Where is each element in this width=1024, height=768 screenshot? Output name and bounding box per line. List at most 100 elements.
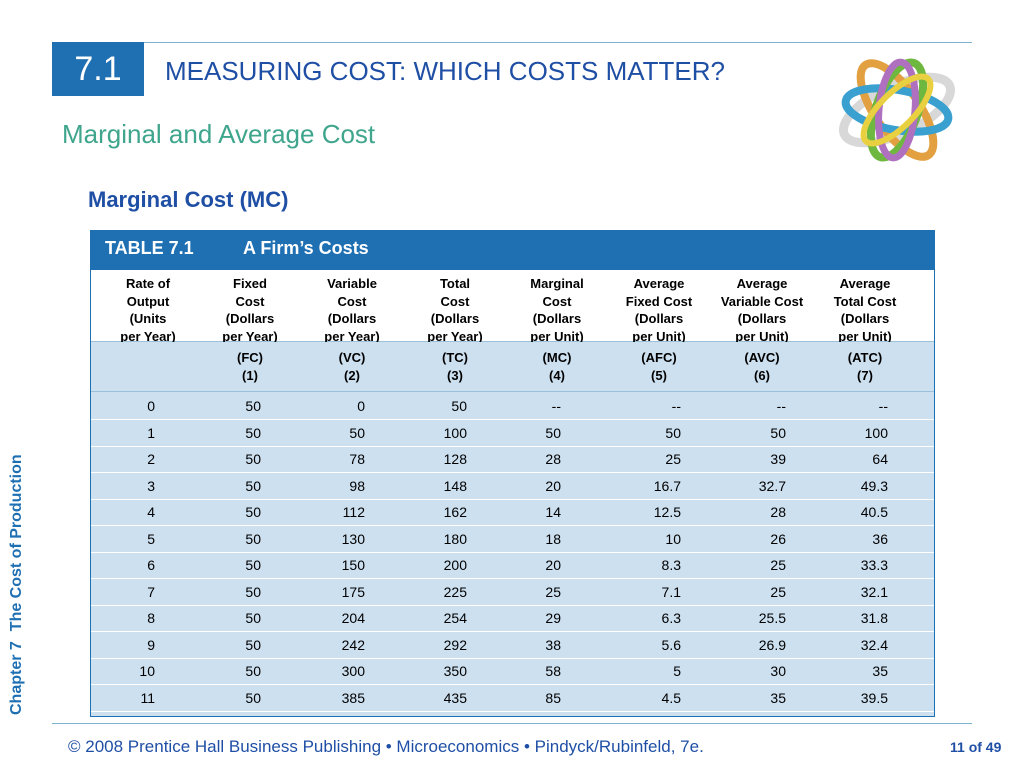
- column-header-line: per Unit): [838, 328, 892, 344]
- table-cell: 180: [443, 530, 467, 547]
- table-cell: 50: [245, 663, 261, 679]
- table-row: 8 50 204 254 29 6.3 25.5 31.8: [91, 606, 934, 632]
- table-cell: 162: [443, 504, 467, 520]
- table-cell: 39.5: [860, 689, 888, 706]
- column-abbreviation-line: (6): [754, 367, 770, 383]
- column-abbreviation-line: (4): [549, 367, 565, 383]
- column-header: Average Fixed Cost (Dollars per Unit): [607, 275, 711, 345]
- table-cell: 50: [245, 504, 261, 520]
- table-cell: 4.5: [661, 689, 681, 706]
- column-abbreviation: [96, 349, 200, 383]
- table-cell: 150: [341, 557, 365, 573]
- table-cell: 78: [349, 451, 365, 467]
- column-abbreviation-line: (2): [344, 367, 360, 383]
- column-header-line: Rate of: [125, 276, 171, 291]
- column-header-line: per Year): [222, 328, 278, 344]
- column-abbreviation-line: (MC): [542, 350, 572, 365]
- table-cell: 4: [147, 504, 155, 520]
- table-row: 5 50 130 180 18 10 26 36: [91, 527, 934, 553]
- slide-subtitle: Marginal and Average Cost: [62, 119, 376, 149]
- table-cell: 7: [147, 583, 155, 600]
- column-abbreviation-line: [96, 349, 200, 366]
- column-header: Marginal Cost (Dollars per Unit): [505, 275, 609, 345]
- column-header-line: Average: [736, 276, 788, 291]
- table-row: 2 50 78 128 28 25 39 64: [91, 447, 934, 473]
- column-abbreviation-line: (FC): [237, 350, 263, 365]
- table-cell: --: [878, 398, 888, 414]
- table-cell: 5: [147, 530, 155, 547]
- table-cell: 14: [545, 504, 561, 520]
- page-number: 11 of 49: [950, 739, 1002, 755]
- table-cell: 50: [245, 583, 261, 600]
- table-row: 3 50 98 148 20 16.7 32.7 49.3: [91, 474, 934, 500]
- table-cell: 225: [443, 583, 467, 600]
- table-cell: 50: [770, 424, 786, 441]
- table-cell: 300: [341, 663, 365, 679]
- table-cell: 350: [443, 663, 467, 679]
- section-heading: Marginal Cost (MC): [88, 187, 289, 212]
- column-header-line: (Dollars: [327, 311, 377, 326]
- column-header-line: Cost: [542, 293, 572, 309]
- column-header-line: Average: [633, 276, 685, 291]
- column-header-line: Cost: [440, 293, 470, 309]
- table-cell: 50: [245, 398, 261, 414]
- table-row: 9 50 242 292 38 5.6 26.9 32.4: [91, 633, 934, 659]
- table-cell: 50: [245, 557, 261, 573]
- table-cell: 204: [341, 610, 365, 626]
- table-cell: 50: [665, 424, 681, 441]
- table-cell: 64: [872, 451, 888, 467]
- column-header-line: Variable Cost: [720, 293, 804, 309]
- column-header-line: (Dollars: [634, 311, 684, 326]
- table-cell: 25.5: [758, 610, 786, 626]
- column-header: Average Total Cost (Dollars per Unit): [813, 275, 917, 345]
- column-abbreviation: (MC) (4): [505, 349, 609, 384]
- table-cell: 39: [770, 451, 786, 467]
- table-cell: 112: [342, 504, 365, 520]
- header-title: MEASURING COST: WHICH COSTS MATTER?: [165, 56, 725, 86]
- cost-table: TABLE 7.1 A Firm’s Costs Rate of Output (U…: [90, 230, 935, 717]
- table-cell: 28: [545, 451, 561, 467]
- table-cell: 100: [864, 424, 888, 441]
- table-cell: 25: [545, 583, 561, 600]
- column-abbreviation: (ATC) (7): [813, 349, 917, 384]
- table-cell: 18: [545, 530, 561, 547]
- table-cell: 175: [341, 583, 365, 600]
- column-abbreviation-line: (AVC): [744, 350, 780, 365]
- column-abbreviation: (AFC) (5): [607, 349, 711, 384]
- table-cell: 7.1: [661, 583, 681, 600]
- table-cell: 200: [443, 557, 467, 573]
- column-header-line: (Dollars: [737, 311, 787, 326]
- table-cell: 30: [770, 663, 786, 679]
- table-cell: 50: [451, 398, 467, 414]
- column-abbreviation-line: (VC): [338, 350, 366, 365]
- table-cell: 50: [245, 636, 261, 653]
- column-header-line: per Unit): [735, 328, 789, 344]
- table-cell: 25: [770, 583, 786, 600]
- table-cell: 50: [545, 424, 561, 441]
- table-cell: 32.7: [758, 477, 786, 494]
- column-header-line: Cost: [235, 293, 265, 309]
- column-abbreviation-line: (7): [857, 367, 873, 383]
- column-abbreviation-line: (5): [651, 367, 667, 383]
- column-header-line: per Unit): [530, 328, 584, 344]
- table-cell: 6.3: [661, 610, 681, 626]
- table-cell: 100: [443, 424, 467, 441]
- column-header-line: (Dollars: [430, 311, 480, 326]
- table-cell: 0: [357, 398, 365, 414]
- table-cell: 130: [341, 530, 365, 547]
- table-number: TABLE 7.1: [105, 238, 194, 258]
- table-cell: 25: [665, 451, 681, 467]
- footer-text: © 2008 Prentice Hall Business Publishing…: [68, 737, 704, 756]
- table-cell: 85: [545, 689, 561, 706]
- column-abbreviation-line: (3): [447, 367, 463, 383]
- chapter-side-label: Chapter 7 The Cost of Production: [8, 385, 26, 715]
- column-header-line: Variable: [327, 276, 377, 291]
- table-cell: 28: [770, 504, 786, 520]
- table-cell: 5: [673, 663, 681, 679]
- column-abbreviation: (TC) (3): [403, 349, 507, 384]
- column-abbreviation-line: (TC): [442, 350, 468, 365]
- column-header: Average Variable Cost (Dollars per Unit): [710, 275, 814, 345]
- table-cell: --: [551, 398, 561, 414]
- table-cell: 3: [147, 477, 155, 494]
- table-body: 0 50 0 50 -- -- -- -- 1 50 50 100 50 50 50 100 2 50 78 128 2…: [91, 392, 934, 716]
